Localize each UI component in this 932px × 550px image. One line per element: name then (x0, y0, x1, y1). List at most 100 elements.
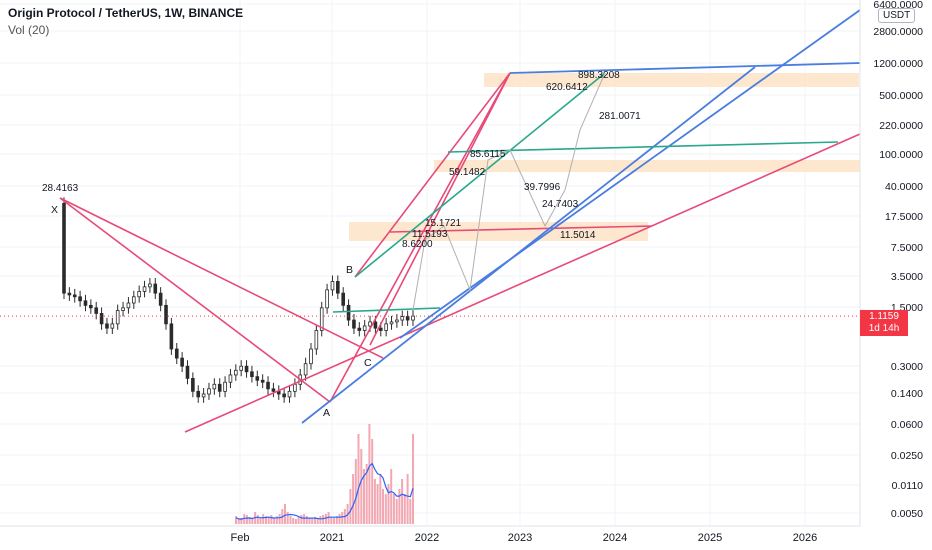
target-zone (349, 222, 648, 241)
candle-body (314, 330, 319, 350)
volume-bar (322, 515, 325, 524)
candle-body (83, 300, 88, 306)
price-tick-label: 500.0000 (879, 90, 923, 102)
candle-body (196, 390, 201, 398)
xa-trendline (59, 197, 331, 403)
fib-level-label: 39.7996 (524, 182, 561, 193)
candle-body (89, 304, 93, 309)
price-tick-label: 1200.0000 (873, 58, 923, 70)
candle-body (142, 286, 147, 292)
projected-path (412, 72, 606, 311)
bar-countdown: 1d 14h (868, 323, 900, 334)
candle-body (169, 323, 174, 350)
price-tick-label: 7.5000 (891, 242, 923, 254)
volume-bar (237, 519, 240, 524)
volume-bar (319, 516, 322, 524)
time-tick-label: 2026 (793, 532, 817, 544)
volume-bar (297, 517, 300, 524)
price-tick-label: 0.0250 (891, 450, 923, 462)
candle-body (217, 383, 222, 392)
volume-bar (335, 516, 338, 524)
volume-bar (390, 469, 393, 524)
candle-body (244, 365, 249, 373)
volume-bar (409, 499, 412, 524)
volume-bar (357, 434, 360, 524)
volume-bar (235, 516, 237, 524)
volume-bar (371, 439, 374, 524)
volume-bar (286, 512, 289, 524)
candle-body (400, 316, 405, 321)
target-zone (484, 73, 859, 87)
currency-badge[interactable]: USDT (878, 8, 916, 23)
wave-label-c: C (364, 357, 372, 369)
candle-body (293, 383, 297, 392)
volume-bar (384, 494, 387, 524)
volume-bar (275, 516, 278, 524)
volume-bar (248, 517, 251, 524)
candle-body (115, 310, 120, 325)
candle-body (357, 327, 362, 331)
volume-bar (294, 519, 297, 524)
candle-body (228, 374, 233, 383)
candle-body (362, 325, 367, 331)
volume-bar (365, 464, 368, 524)
volume-bar (314, 517, 316, 524)
fib-level-label: 620.6412 (546, 82, 588, 93)
volume-bar (330, 517, 333, 524)
candle-body (67, 292, 72, 296)
volume-bar (308, 518, 311, 524)
candle-body (78, 296, 82, 302)
price-tick-label: 40.0000 (885, 181, 923, 193)
candle-body (271, 388, 276, 392)
volume-bar (324, 514, 327, 524)
time-axis: Feb 2021 2022 2023 2024 2025 2026 (231, 532, 818, 544)
volume-bar (251, 519, 254, 524)
lower-channel-line (301, 66, 756, 424)
volume-bar (256, 515, 259, 524)
volume-bar (379, 474, 382, 524)
candle-body (378, 327, 383, 331)
symbol-title[interactable]: Origin Protocol / TetherUS, 1W, BINANCE (8, 6, 244, 20)
top-channel-line (509, 62, 860, 74)
volume-bar (284, 504, 286, 524)
volume-bar (360, 449, 363, 524)
volume-bar (382, 489, 384, 524)
time-tick-label: 2024 (603, 532, 627, 544)
candle-body (373, 321, 378, 329)
price-tick-label: 0.0050 (891, 508, 923, 520)
time-tick-label: 2022 (415, 532, 439, 544)
last-price-value: 1.1159 (869, 311, 899, 322)
candle-body (325, 289, 329, 309)
candle-body (234, 369, 238, 376)
volume-bar (401, 479, 404, 524)
candle-body (105, 323, 109, 329)
time-tick-label: 2025 (698, 532, 722, 544)
target-zone (434, 160, 860, 172)
volume-bar (305, 516, 308, 524)
price-tick-label: 0.0110 (892, 480, 923, 492)
candle-body (110, 323, 115, 329)
volume-bar (395, 499, 398, 524)
level-line-85 (447, 141, 839, 153)
time-tick-label: 2023 (508, 532, 532, 544)
volume-bar (262, 514, 265, 524)
candle-body (389, 321, 394, 325)
volume-indicator-label[interactable]: Vol (20) (8, 23, 50, 37)
grid (0, 0, 860, 526)
candle-body (309, 348, 313, 365)
volume-bar (273, 518, 276, 524)
fib-level-label: 85.6115 (470, 149, 506, 160)
candle-body (137, 291, 141, 298)
price-tick-label: 0.1400 (891, 388, 923, 400)
candle-body (223, 381, 227, 392)
price-tick-label: 2800.0000 (873, 26, 923, 38)
upper-channel-line (399, 9, 860, 339)
candles (62, 197, 415, 403)
candle-body (191, 378, 195, 392)
candle-body (164, 304, 168, 325)
fib-level-label: 898.3208 (578, 70, 620, 81)
volume-bar (240, 518, 243, 524)
volume-bar (265, 516, 267, 524)
last-price-tag: 1.1159 1d 14h (860, 310, 908, 336)
